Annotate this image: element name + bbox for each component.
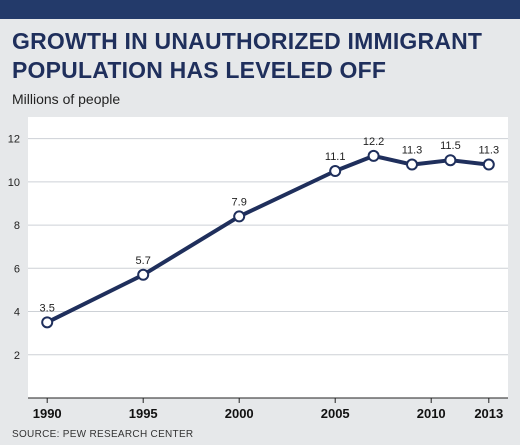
- x-tick-label: 1990: [33, 406, 62, 421]
- y-tick-label: 6: [14, 263, 20, 275]
- data-point: [482, 158, 495, 171]
- data-label: 11.3: [402, 145, 423, 157]
- x-tick-label: 2005: [321, 406, 350, 421]
- data-label: 12.2: [363, 136, 384, 148]
- data-point: [367, 149, 380, 162]
- x-tick-label: 1995: [129, 406, 158, 421]
- data-point: [137, 268, 150, 281]
- data-label: 11.1: [325, 151, 346, 163]
- chart-title: GROWTH IN UNAUTHORIZED IMMIGRANT POPULAT…: [12, 28, 483, 83]
- data-point: [406, 158, 418, 171]
- top-banner: [0, 0, 520, 19]
- data-label: 11.5: [440, 140, 461, 152]
- x-tick-label: 2000: [225, 406, 254, 421]
- data-label: 11.3: [479, 145, 500, 157]
- y-tick-label: 8: [14, 220, 20, 232]
- data-point: [41, 316, 54, 329]
- series-line: [45, 153, 491, 325]
- data-point: [329, 165, 342, 178]
- plot-area: [28, 117, 508, 398]
- y-tick-label: 12: [8, 134, 20, 146]
- data-label: 5.7: [136, 255, 151, 267]
- y-tick-label: 10: [8, 177, 20, 189]
- source-note: SOURCE: PEW RESEARCH CENTER: [12, 429, 194, 440]
- data-label: 3.5: [40, 302, 55, 314]
- data-label: 7.9: [232, 196, 247, 208]
- y-axis-label: Millions of people: [12, 91, 121, 107]
- data-point: [444, 154, 457, 167]
- x-tick-label: 2013: [474, 406, 503, 421]
- data-point: [233, 210, 246, 223]
- y-tick-label: 4: [14, 307, 20, 319]
- x-tick-label: 2010: [417, 406, 446, 421]
- y-tick-label: 2: [14, 350, 20, 362]
